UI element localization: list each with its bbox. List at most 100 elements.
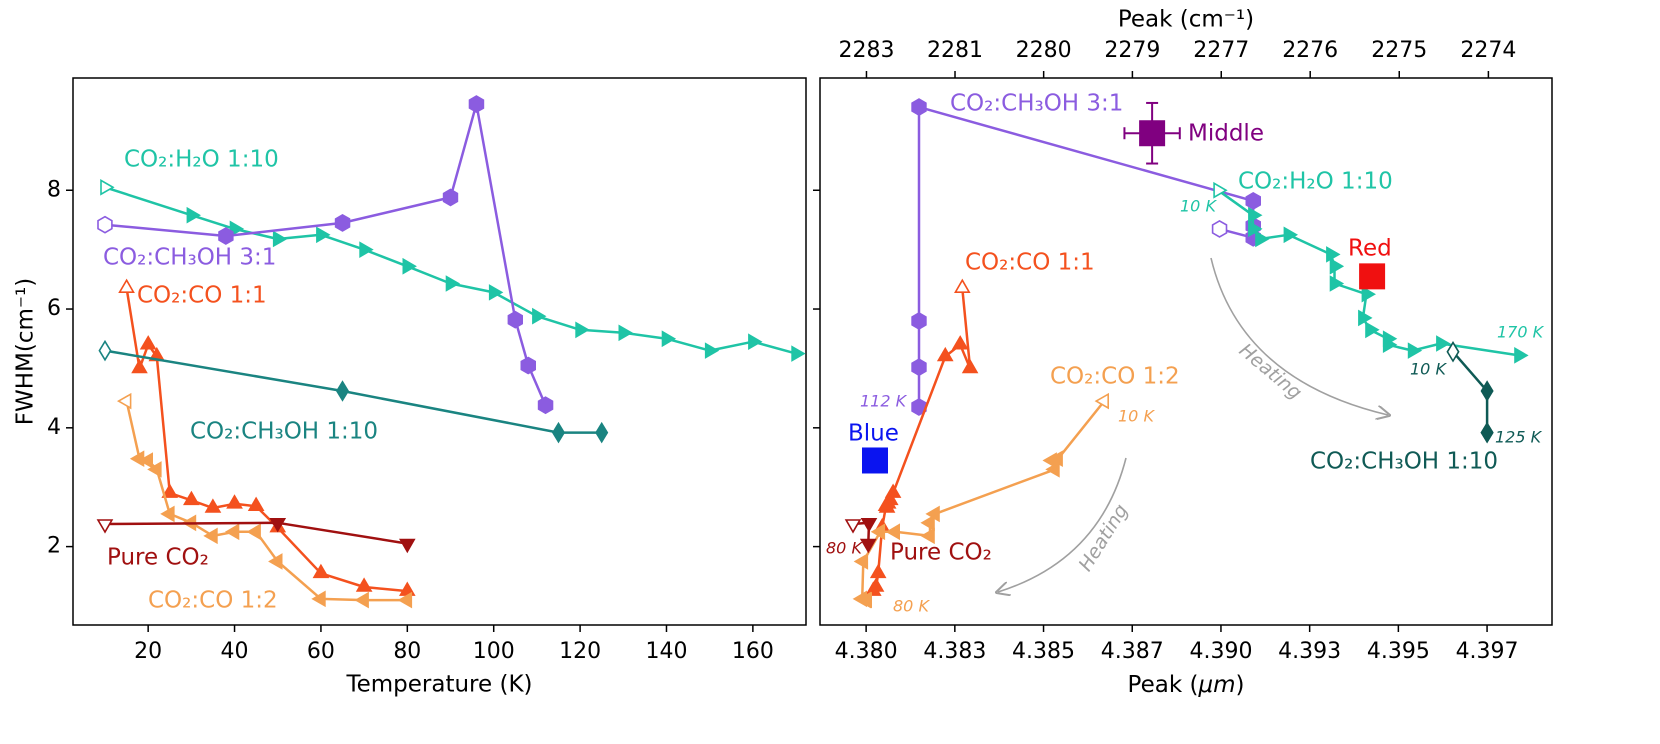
point-label: Middle: [1188, 121, 1264, 147]
annotation: 80 K: [826, 539, 863, 558]
x-tick-label: 40: [221, 639, 249, 664]
data-point: [1358, 309, 1373, 327]
data-point: [748, 333, 763, 350]
data-point: [160, 505, 175, 523]
data-point: [1255, 230, 1270, 248]
data-point: [537, 396, 554, 415]
data-point: [1365, 321, 1380, 339]
data-point: [116, 392, 132, 410]
data-point: [247, 496, 265, 511]
x-tick-label: 4.380: [835, 639, 898, 664]
annotation: 10 K: [1180, 197, 1217, 216]
y-tick-label: 4: [47, 415, 61, 440]
data-point: [911, 98, 927, 117]
data-point: [359, 241, 374, 258]
data-point: [1326, 246, 1341, 263]
series-label: CO₂:CH₃OH 1:10: [1310, 449, 1498, 475]
data-point: [1283, 226, 1299, 244]
x-axis-label-part: ): [1235, 672, 1244, 698]
annotation: 170 K: [1497, 323, 1545, 342]
data-point: [355, 577, 373, 592]
data-point: [186, 206, 202, 224]
plot-area: 4.380 4.383 4.385 4.387 4.390 4.393 4.395 4.397…: [813, 7, 1553, 698]
point-label: Blue: [848, 421, 899, 447]
x2-tick-label: 2276: [1282, 38, 1338, 63]
heating-arrow: [1210, 257, 1388, 415]
data-point: [98, 339, 112, 362]
x-axis-label: Peak (μm): [1128, 672, 1245, 698]
data-point: [183, 490, 200, 506]
data-point: [920, 514, 935, 532]
x-tick-label: 140: [645, 639, 687, 664]
x-tick-label: 4.395: [1367, 639, 1430, 664]
plot-area: 2 4 6 8 20 40 60 80 100 120 140 160 Temperature (K) F…: [13, 77, 807, 698]
series-label: CO₂:CH₃OH 1:10: [190, 419, 378, 445]
data-point: [520, 356, 536, 375]
data-point: [203, 527, 218, 545]
data-point: [311, 590, 326, 608]
data-point: [911, 358, 927, 377]
data-point: [131, 358, 148, 374]
data-point: [354, 591, 369, 609]
data-point: [100, 179, 115, 196]
series-line: [104, 186, 797, 355]
data-point: [954, 278, 971, 293]
series-label: CO₂:CO 1:1: [137, 283, 267, 309]
x-tick-label: 4.393: [1278, 639, 1341, 664]
data-point: [1248, 220, 1263, 238]
x-tick-label: 20: [134, 639, 162, 664]
data-point: [1213, 181, 1228, 199]
y-axis-label: FWHM(cm⁻¹): [13, 278, 39, 425]
annotation: 112 K: [860, 392, 908, 411]
data-point: [442, 188, 459, 207]
data-point: [1480, 380, 1494, 402]
series-label: CO₂:CO 1:2: [148, 588, 278, 614]
data-point: [204, 498, 222, 513]
data-point: [268, 553, 283, 570]
data-point: [853, 553, 869, 570]
x-tick-label: 60: [307, 639, 335, 664]
x-axis-label-part: Peak (: [1128, 672, 1199, 698]
data-point: [397, 591, 413, 609]
data-point: [138, 452, 153, 469]
y-tick-label: 8: [47, 177, 61, 202]
data-point: [507, 310, 523, 329]
annotation: 10 K: [1410, 360, 1447, 379]
data-point: [551, 421, 566, 444]
data-point: [402, 257, 417, 275]
data-point: [399, 538, 416, 554]
data-point: [618, 324, 633, 342]
point-label: Red: [1348, 236, 1392, 262]
x-tick-label: 4.390: [1189, 639, 1252, 664]
data-point: [399, 581, 416, 596]
data-point: [335, 380, 350, 402]
data-point: [1382, 336, 1398, 353]
x2-tick-label: 2279: [1104, 38, 1160, 63]
x-tick-label: 100: [473, 639, 515, 664]
data-point: [857, 591, 872, 609]
series-line: [104, 349, 602, 434]
data-point: [312, 563, 330, 579]
data-point: [575, 321, 590, 339]
data-point: [661, 330, 677, 348]
x2-tick-label: 2281: [927, 38, 983, 63]
annotation: 80 K: [893, 597, 930, 616]
data-point: [1211, 219, 1228, 238]
data-point: [791, 345, 806, 362]
data-point: [961, 358, 979, 374]
heating-arrow: [998, 457, 1127, 592]
data-point: [1042, 452, 1057, 469]
annotation: Heating: [1235, 339, 1306, 404]
data-point: [1361, 285, 1377, 303]
annotation: 125 K: [1495, 428, 1543, 447]
data-point: [877, 496, 895, 511]
x2-tick-label: 2275: [1371, 38, 1427, 63]
x-tick-label: 160: [732, 639, 774, 664]
y-tick-label: 2: [47, 534, 61, 559]
data-point: [224, 523, 240, 541]
data-point: [1446, 341, 1460, 363]
data-point: [1407, 342, 1423, 359]
data-point: [139, 335, 157, 350]
data-point: [1245, 191, 1261, 210]
annotation: 10 K: [1118, 407, 1155, 426]
